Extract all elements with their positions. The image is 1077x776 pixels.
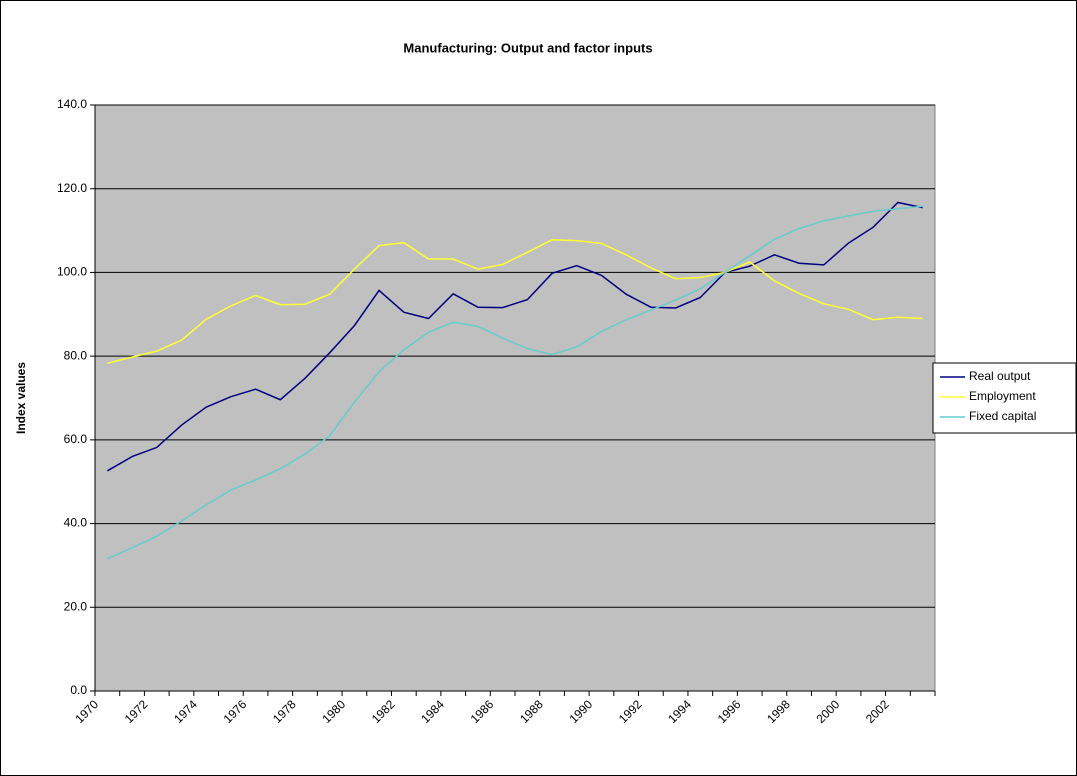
legend-label: Employment <box>969 389 1036 403</box>
legend-box <box>932 362 1077 434</box>
y-tick-label: 0.0 <box>70 683 87 697</box>
y-tick-label: 20.0 <box>64 599 88 613</box>
y-tick-label: 140.0 <box>57 97 87 111</box>
y-tick-label: 80.0 <box>64 348 88 362</box>
y-tick-label: 120.0 <box>57 181 87 195</box>
series-line <box>107 239 923 365</box>
chart-title: Manufacturing: Output and factor inputs <box>403 40 652 55</box>
series-line <box>107 201 923 472</box>
plot-area <box>94 104 936 692</box>
series-line <box>107 205 923 560</box>
legend-label: Real output <box>969 369 1031 383</box>
y-tick-label: 40.0 <box>64 516 88 530</box>
y-axis-title: Index values <box>14 362 28 434</box>
y-tick-label: 100.0 <box>57 265 87 279</box>
legend-label: Fixed capital <box>969 409 1036 423</box>
y-tick-label: 60.0 <box>64 432 88 446</box>
legend: Real output Employment Fixed capital <box>932 362 1077 434</box>
